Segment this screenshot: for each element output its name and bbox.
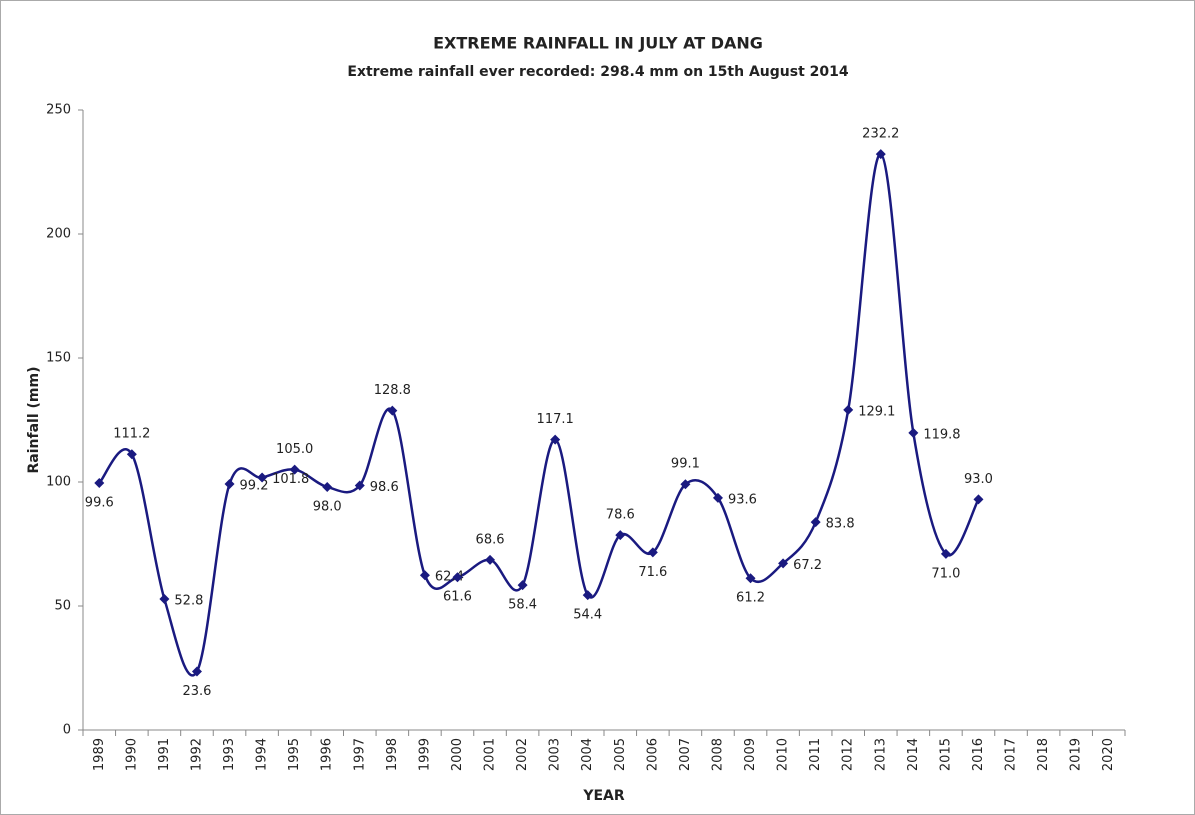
x-tick-label: 1998 bbox=[385, 738, 400, 771]
data-point bbox=[224, 478, 235, 489]
x-tick-label: 2013 bbox=[873, 738, 888, 771]
data-label: 61.2 bbox=[736, 591, 765, 606]
data-point bbox=[419, 570, 430, 581]
x-tick-label: 2011 bbox=[808, 738, 823, 771]
data-point bbox=[615, 530, 626, 541]
data-point bbox=[712, 492, 723, 503]
x-tick-label: 1990 bbox=[124, 738, 139, 771]
x-tick-label: 2004 bbox=[580, 738, 595, 771]
data-label: 93.0 bbox=[964, 472, 993, 487]
data-point bbox=[354, 480, 365, 491]
data-point bbox=[257, 472, 268, 483]
y-tick-label: 50 bbox=[54, 599, 71, 614]
data-point bbox=[778, 558, 789, 569]
data-point bbox=[94, 477, 105, 488]
y-tick-label: 200 bbox=[46, 227, 71, 242]
x-tick-label: 2003 bbox=[548, 738, 563, 771]
x-tick-label: 2010 bbox=[776, 738, 791, 771]
x-tick-label: 1997 bbox=[352, 738, 367, 771]
x-tick-label: 2008 bbox=[710, 738, 725, 771]
data-point bbox=[908, 427, 919, 438]
data-point bbox=[191, 666, 202, 677]
x-tick-label: 2015 bbox=[938, 738, 953, 771]
x-tick-label: 1992 bbox=[189, 738, 204, 771]
data-label: 99.6 bbox=[85, 495, 114, 510]
data-label: 128.8 bbox=[374, 383, 411, 398]
x-tick-label: 2014 bbox=[906, 738, 921, 771]
x-tick-label: 2001 bbox=[483, 738, 498, 771]
data-point bbox=[810, 517, 821, 528]
data-point bbox=[940, 548, 951, 559]
data-point bbox=[126, 449, 137, 460]
x-tick-label: 1991 bbox=[157, 738, 172, 771]
x-tick-label: 2020 bbox=[1101, 738, 1116, 771]
x-tick-label: 2005 bbox=[613, 738, 628, 771]
data-label: 23.6 bbox=[182, 684, 211, 699]
data-label: 111.2 bbox=[113, 427, 150, 442]
data-label: 105.0 bbox=[276, 442, 313, 457]
x-tick-label: 2002 bbox=[515, 738, 530, 771]
data-point bbox=[322, 481, 333, 492]
data-label: 61.6 bbox=[443, 590, 472, 605]
data-label: 99.1 bbox=[671, 457, 700, 472]
x-tick-label: 2006 bbox=[645, 738, 660, 771]
data-label: 129.1 bbox=[858, 404, 895, 419]
x-tick-label: 1989 bbox=[92, 738, 107, 771]
y-axis-label: Rainfall (mm) bbox=[26, 367, 42, 474]
chart-subtitle: Extreme rainfall ever recorded: 298.4 mm… bbox=[347, 64, 848, 80]
x-tick-label: 2007 bbox=[678, 738, 693, 771]
x-tick-label: 1993 bbox=[222, 738, 237, 771]
data-point bbox=[452, 572, 463, 583]
x-tick-label: 2016 bbox=[971, 738, 986, 771]
x-tick-label: 2012 bbox=[841, 738, 856, 771]
data-point bbox=[973, 494, 984, 505]
x-tick-label: 2018 bbox=[1036, 738, 1051, 771]
data-label: 52.8 bbox=[174, 594, 203, 609]
x-tick-label: 1994 bbox=[255, 738, 270, 771]
x-tick-label: 1999 bbox=[417, 738, 432, 771]
y-tick-label: 100 bbox=[46, 475, 71, 490]
data-label: 99.2 bbox=[240, 478, 269, 493]
data-label: 83.8 bbox=[826, 517, 855, 532]
data-label: 78.6 bbox=[606, 508, 635, 523]
y-tick-label: 0 bbox=[63, 723, 71, 738]
data-label: 67.2 bbox=[793, 558, 822, 573]
chart-title: EXTREME RAINFALL IN JULY AT DANG bbox=[433, 34, 763, 53]
x-tick-label: 1996 bbox=[320, 738, 335, 771]
data-point bbox=[517, 580, 528, 591]
data-label: 71.0 bbox=[931, 566, 960, 581]
x-tick-label: 2000 bbox=[450, 738, 465, 771]
data-point bbox=[550, 434, 561, 445]
x-axis-label: YEAR bbox=[582, 788, 625, 804]
y-tick-label: 250 bbox=[46, 103, 71, 118]
data-label: 101.8 bbox=[272, 472, 309, 487]
data-point bbox=[159, 594, 170, 605]
data-point bbox=[647, 547, 658, 558]
data-point bbox=[680, 479, 691, 490]
data-label: 93.6 bbox=[728, 492, 757, 507]
data-label: 58.4 bbox=[508, 598, 537, 613]
x-tick-label: 2019 bbox=[1069, 738, 1084, 771]
y-tick-label: 150 bbox=[46, 351, 71, 366]
data-point bbox=[875, 149, 886, 160]
x-tick-label: 2017 bbox=[1004, 738, 1019, 771]
x-tick-label: 2009 bbox=[743, 738, 758, 771]
data-label: 117.1 bbox=[537, 412, 574, 427]
data-label: 68.6 bbox=[476, 532, 505, 547]
data-label: 98.0 bbox=[313, 499, 342, 514]
x-tick-label: 1995 bbox=[287, 738, 302, 771]
data-point bbox=[289, 464, 300, 475]
data-label: 119.8 bbox=[923, 427, 960, 442]
data-label: 232.2 bbox=[862, 127, 899, 142]
data-point bbox=[582, 590, 593, 601]
data-label: 98.6 bbox=[370, 480, 399, 495]
data-label: 54.4 bbox=[573, 608, 602, 623]
data-point bbox=[485, 554, 496, 565]
data-label: 71.6 bbox=[638, 565, 667, 580]
data-point bbox=[745, 573, 756, 584]
data-point bbox=[843, 404, 854, 415]
data-point bbox=[387, 405, 398, 416]
